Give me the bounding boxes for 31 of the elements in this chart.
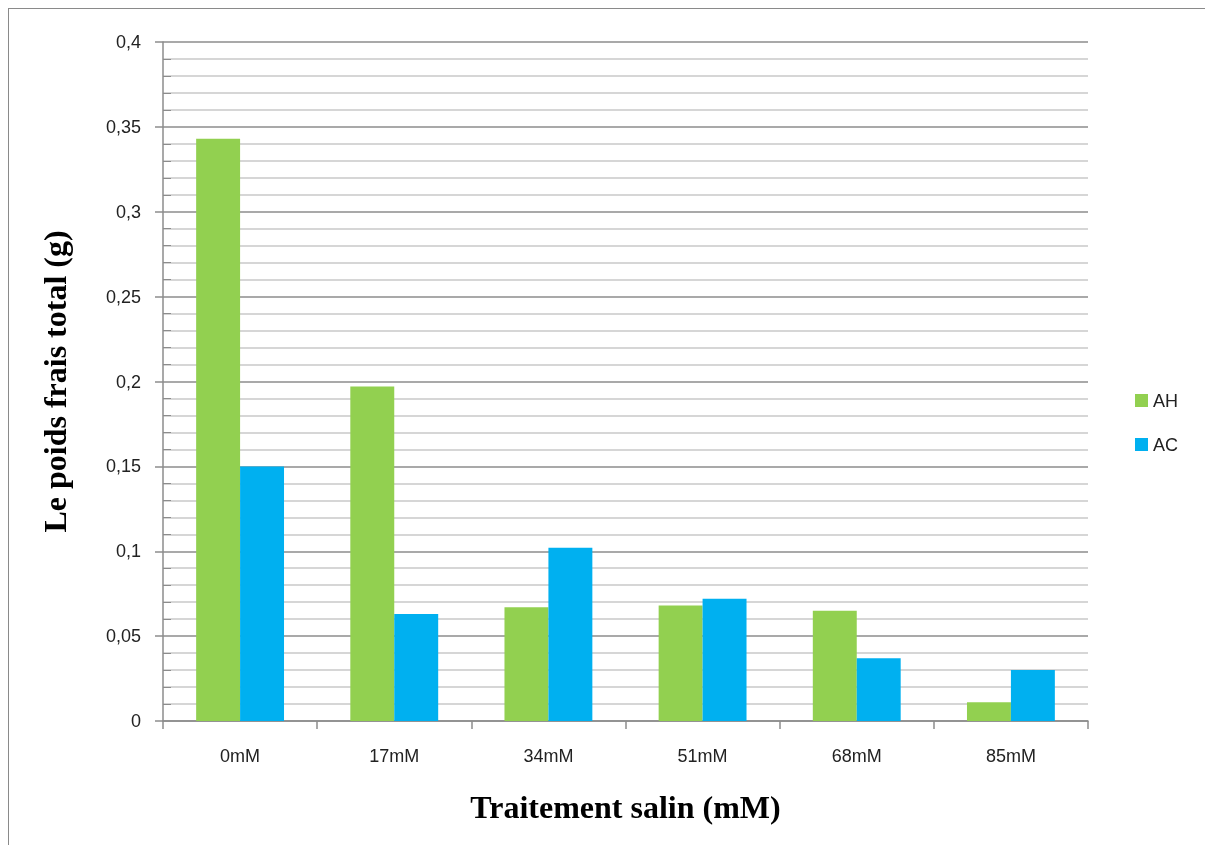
x-tick-label: 51mM (677, 746, 728, 766)
y-tick-label: 0,25 (105, 286, 141, 307)
legend-label: AC (1153, 434, 1179, 455)
bar (658, 605, 703, 721)
x-tick-label: 68mM (831, 746, 882, 766)
y-tick-label: 0,35 (105, 116, 141, 137)
y-tick-label: 0,2 (115, 371, 141, 392)
bar (548, 547, 593, 721)
bar (1010, 670, 1055, 721)
bar (240, 466, 285, 721)
y-tick-label: 0,15 (105, 456, 141, 477)
y-tick-label: 0,1 (115, 541, 141, 562)
legend-label: AH (1153, 390, 1179, 411)
y-axis-title: Le poids frais total (g) (37, 230, 73, 533)
bar (812, 610, 857, 721)
x-axis-title: Traitement salin (mM) (470, 789, 781, 825)
x-tick-label: 85mM (985, 746, 1036, 766)
bar (702, 598, 747, 721)
y-tick-label: 0 (130, 711, 141, 731)
x-tick-label: 0mM (220, 746, 261, 766)
y-tick-label: 0,05 (105, 626, 141, 647)
bar (196, 138, 241, 721)
bar (350, 386, 395, 721)
bar (394, 614, 439, 721)
bar (966, 702, 1011, 721)
bar (856, 658, 901, 721)
y-tick-label: 0,3 (115, 201, 141, 222)
y-tick-label: 0,4 (115, 32, 141, 52)
x-tick-label: 34mM (523, 746, 574, 766)
bar (504, 607, 549, 721)
x-tick-label: 17mM (369, 746, 420, 766)
